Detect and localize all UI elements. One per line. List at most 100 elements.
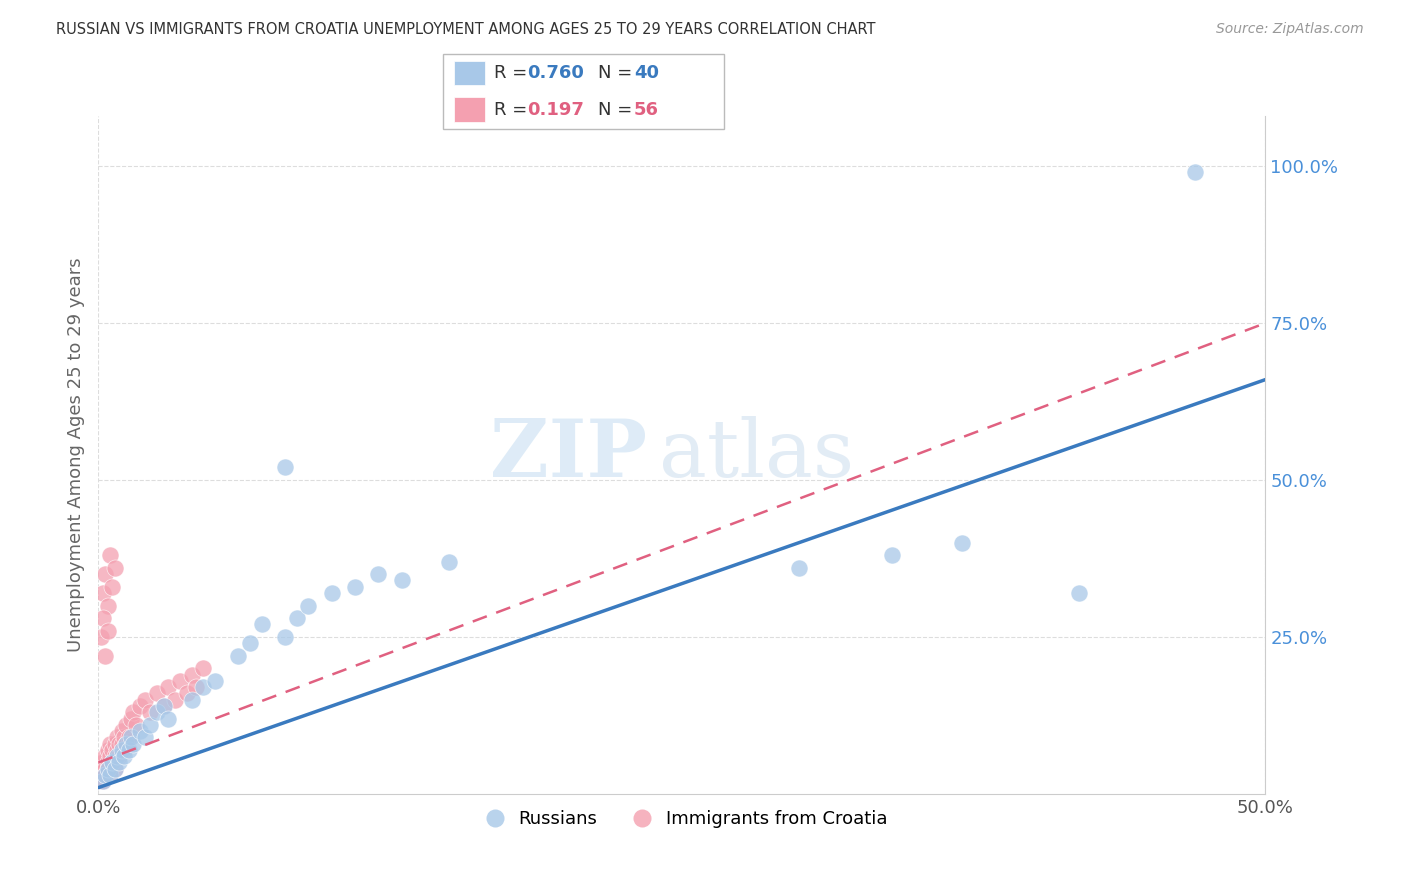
Point [186,680,208,694]
Point [787,561,810,575]
Point [285,611,308,625]
Point [274,460,297,475]
Text: R =: R = [494,64,533,82]
Point [97,762,120,776]
Text: atlas: atlas [658,416,853,494]
Text: 0.760: 0.760 [527,64,583,82]
Point [94,762,117,776]
Point [91,611,114,625]
Point [90,774,112,789]
Point [94,567,117,582]
Point [97,624,120,638]
Text: N =: N = [598,101,637,119]
Point [239,636,262,650]
Point [98,549,121,563]
Point [98,768,121,782]
Point [228,648,250,663]
Point [134,692,156,706]
Text: N =: N = [598,64,637,82]
Text: Source: ZipAtlas.com: Source: ZipAtlas.com [1216,22,1364,37]
Point [204,673,226,688]
Text: 56: 56 [634,101,659,119]
Point [101,756,124,770]
Point [90,630,112,644]
Point [125,718,148,732]
Point [104,762,127,776]
Text: R =: R = [494,101,533,119]
Point [152,698,174,713]
Point [104,561,127,575]
Point [90,762,112,776]
Point [437,555,460,569]
Point [176,686,198,700]
Point [880,549,903,563]
Point [104,749,127,764]
Point [146,706,169,720]
Point [391,574,413,588]
Point [1067,586,1090,600]
Point [122,706,145,720]
Point [146,686,169,700]
Point [91,774,114,789]
Point [97,599,120,613]
Point [120,731,142,745]
Point [104,762,127,776]
Point [112,749,135,764]
Point [297,599,319,613]
Point [367,567,389,582]
Point [169,673,191,688]
Text: 0.197: 0.197 [527,101,583,119]
Point [101,743,124,757]
FancyBboxPatch shape [454,62,485,86]
Point [98,768,121,782]
Y-axis label: Unemployment Among Ages 25 to 29 years: Unemployment Among Ages 25 to 29 years [66,258,84,652]
Point [274,630,297,644]
Text: 40: 40 [634,64,659,82]
Point [118,743,141,757]
Point [91,774,114,789]
Point [129,698,152,713]
Point [108,749,131,764]
Point [97,756,120,770]
Point [105,743,128,757]
Point [94,768,117,782]
Point [165,692,187,706]
Point [91,586,114,600]
Point [98,749,121,764]
Point [112,743,135,757]
Point [157,712,180,726]
Point [157,680,180,694]
FancyBboxPatch shape [443,54,724,129]
FancyBboxPatch shape [454,97,485,122]
Point [193,680,215,694]
Point [180,667,202,681]
Point [97,762,120,776]
Point [98,737,121,751]
Point [115,737,138,751]
Point [105,749,128,764]
Point [118,731,141,745]
Point [950,536,973,550]
Point [152,698,174,713]
Point [321,586,343,600]
Point [134,731,156,745]
Point [193,661,215,675]
Point [105,731,128,745]
Point [91,756,114,770]
Point [129,724,152,739]
Point [250,617,273,632]
Point [108,756,131,770]
Point [101,756,124,770]
Point [115,737,138,751]
Point [112,731,135,745]
Point [94,768,117,782]
Point [104,737,127,751]
Point [91,768,114,782]
Point [111,743,134,757]
Point [1184,165,1206,179]
Legend: Russians, Immigrants from Croatia: Russians, Immigrants from Croatia [470,804,894,836]
Point [139,718,162,732]
Point [115,718,138,732]
Point [139,706,162,720]
Point [94,749,117,764]
